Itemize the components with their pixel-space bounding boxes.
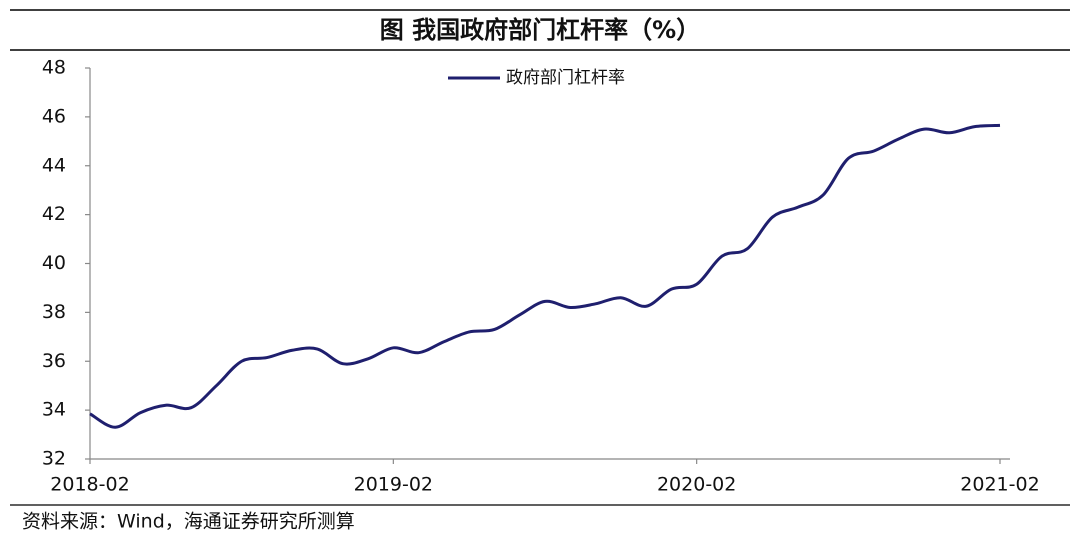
y-tick-label: 32 bbox=[42, 448, 66, 470]
legend-label: 政府部门杠杆率 bbox=[506, 68, 625, 88]
line-series bbox=[89, 123, 1001, 429]
chart-title: 图 我国政府部门杠杆率（%） bbox=[380, 16, 700, 44]
y-tick-label: 40 bbox=[42, 252, 66, 274]
source-note: 资料来源：Wind，海通证券研究所测算 bbox=[22, 511, 355, 533]
y-tick-label: 42 bbox=[42, 203, 66, 225]
x-tick-label: 2020-02 bbox=[657, 474, 736, 496]
x-tick-label: 2019-02 bbox=[354, 474, 433, 496]
x-tick-label: 2021-02 bbox=[960, 474, 1039, 496]
y-tick-label: 46 bbox=[42, 105, 66, 127]
y-tick-label: 36 bbox=[42, 350, 66, 372]
y-tick-label: 38 bbox=[42, 301, 66, 323]
x-tick-label: 2018-02 bbox=[50, 474, 129, 496]
y-tick-label: 34 bbox=[42, 399, 66, 421]
y-tick-label: 48 bbox=[42, 57, 66, 79]
y-tick-label: 44 bbox=[42, 154, 66, 176]
